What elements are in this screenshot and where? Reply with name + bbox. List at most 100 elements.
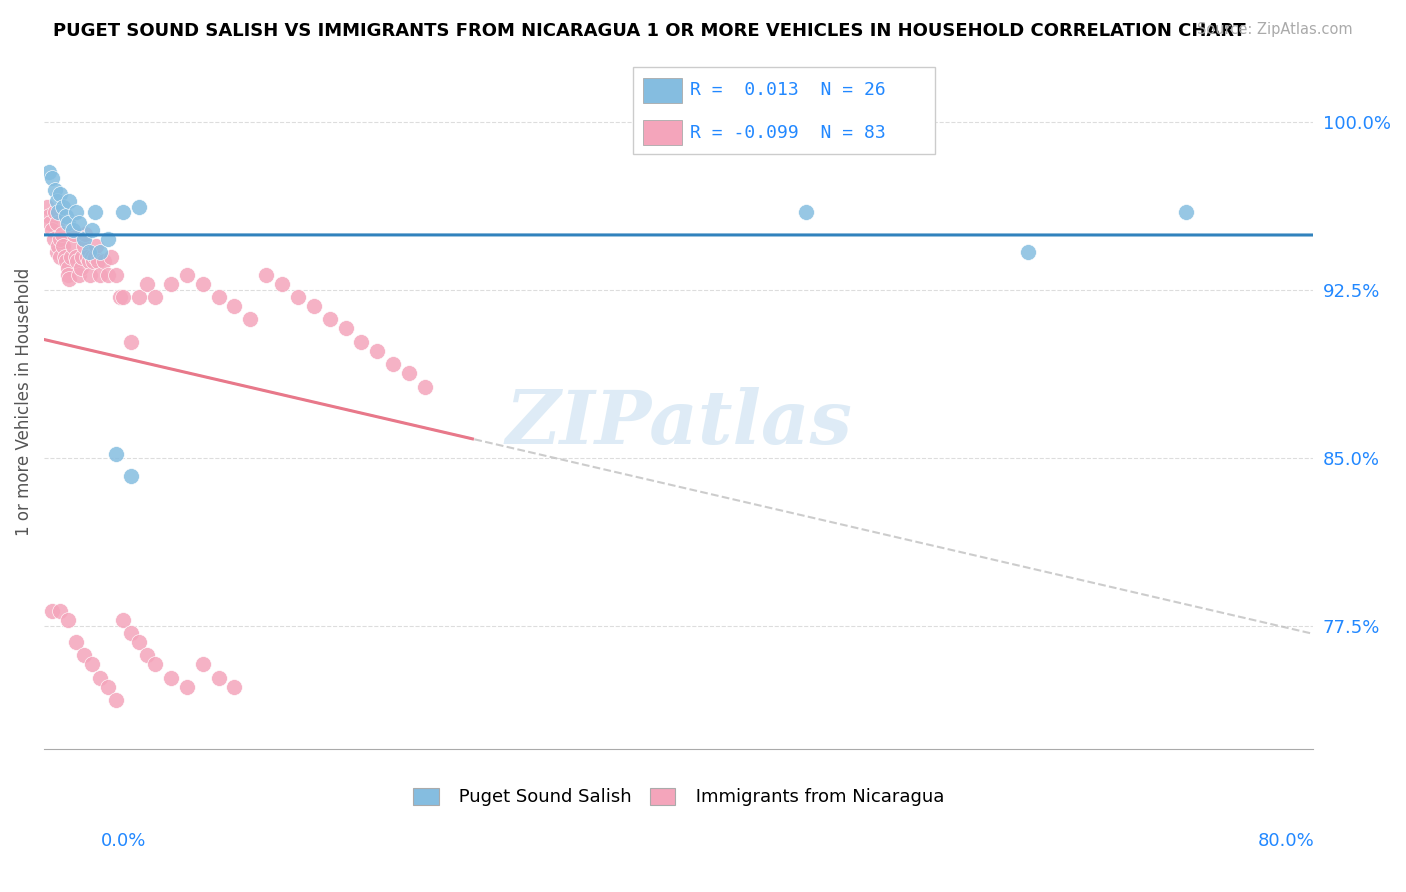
- Point: [366, 343, 388, 358]
- Point: [224, 680, 246, 694]
- Point: [120, 469, 142, 483]
- Text: R = -0.099  N = 83: R = -0.099 N = 83: [690, 124, 886, 142]
- Point: [67, 268, 90, 282]
- Point: [89, 268, 111, 282]
- Point: [160, 277, 183, 291]
- Point: [191, 277, 214, 291]
- Point: [62, 238, 84, 252]
- Point: [136, 648, 159, 663]
- Text: R =  0.013  N = 26: R = 0.013 N = 26: [690, 81, 886, 99]
- Point: [48, 205, 70, 219]
- Point: [160, 671, 183, 685]
- Point: [52, 238, 75, 252]
- Point: [413, 379, 436, 393]
- Point: [76, 250, 98, 264]
- Point: [254, 268, 277, 282]
- Point: [44, 205, 66, 219]
- Point: [49, 603, 72, 617]
- Point: [67, 216, 90, 230]
- Point: [70, 250, 93, 264]
- Point: [42, 232, 65, 246]
- Text: Source: ZipAtlas.com: Source: ZipAtlas.com: [1197, 22, 1353, 37]
- Point: [62, 223, 84, 237]
- Point: [128, 201, 150, 215]
- Point: [128, 290, 150, 304]
- Point: [65, 205, 87, 219]
- Point: [1017, 245, 1039, 260]
- Point: [41, 603, 63, 617]
- Point: [38, 164, 60, 178]
- Point: [58, 194, 80, 208]
- Point: [38, 210, 60, 224]
- Point: [73, 232, 96, 246]
- Point: [77, 245, 100, 260]
- Point: [143, 657, 166, 672]
- Point: [48, 238, 70, 252]
- Point: [794, 205, 817, 219]
- Point: [350, 334, 373, 349]
- Point: [398, 366, 420, 380]
- Point: [83, 205, 105, 219]
- Point: [65, 635, 87, 649]
- Point: [335, 321, 357, 335]
- Point: [89, 671, 111, 685]
- Point: [77, 254, 100, 268]
- Point: [52, 201, 75, 215]
- Point: [120, 626, 142, 640]
- Point: [287, 290, 309, 304]
- Point: [176, 680, 198, 694]
- Point: [110, 290, 132, 304]
- Legend:  Puget Sound Salish,  Immigrants from Nicaragua: Puget Sound Salish, Immigrants from Nica…: [413, 788, 943, 806]
- Point: [39, 216, 62, 230]
- Text: 80.0%: 80.0%: [1258, 831, 1315, 849]
- Point: [55, 210, 77, 224]
- Point: [75, 227, 97, 242]
- Point: [60, 250, 83, 264]
- Point: [56, 613, 79, 627]
- Point: [56, 260, 79, 275]
- Point: [83, 250, 105, 264]
- Point: [82, 254, 104, 268]
- Point: [112, 290, 135, 304]
- Point: [49, 186, 72, 201]
- Point: [143, 290, 166, 304]
- Point: [80, 250, 103, 264]
- Point: [49, 250, 72, 264]
- Point: [136, 277, 159, 291]
- Point: [224, 299, 246, 313]
- Point: [80, 223, 103, 237]
- Point: [44, 182, 66, 196]
- Point: [318, 312, 340, 326]
- Point: [53, 250, 76, 264]
- Point: [112, 613, 135, 627]
- Point: [112, 205, 135, 219]
- Point: [104, 268, 127, 282]
- Point: [382, 357, 405, 371]
- Point: [80, 657, 103, 672]
- Point: [207, 290, 229, 304]
- Point: [104, 447, 127, 461]
- Point: [65, 250, 87, 264]
- Point: [207, 671, 229, 685]
- Point: [45, 216, 67, 230]
- Point: [239, 312, 262, 326]
- Y-axis label: 1 or more Vehicles in Household: 1 or more Vehicles in Household: [15, 268, 32, 536]
- Point: [120, 334, 142, 349]
- Point: [45, 245, 67, 260]
- Point: [41, 223, 63, 237]
- Point: [128, 635, 150, 649]
- Point: [271, 277, 294, 291]
- Point: [97, 268, 120, 282]
- Point: [100, 250, 122, 264]
- Point: [73, 238, 96, 252]
- Point: [45, 194, 67, 208]
- Point: [66, 254, 89, 268]
- Point: [97, 680, 120, 694]
- Point: [302, 299, 325, 313]
- Point: [63, 227, 86, 242]
- Point: [176, 268, 198, 282]
- Point: [104, 693, 127, 707]
- Point: [1175, 205, 1198, 219]
- Point: [79, 268, 101, 282]
- Point: [58, 272, 80, 286]
